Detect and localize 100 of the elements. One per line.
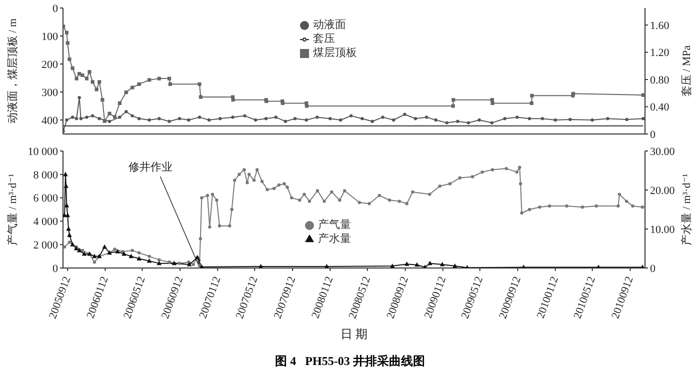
point (67, 232, 72, 238)
point (108, 112, 112, 116)
point (434, 118, 438, 122)
x-axis-title: 日 期 (340, 327, 368, 341)
y-tick-label: 8 000 (33, 169, 58, 182)
point (451, 104, 455, 108)
point (130, 114, 134, 118)
point (136, 256, 142, 260)
y-tick-label: 0 (52, 262, 58, 275)
point (178, 117, 182, 120)
point (392, 118, 396, 122)
y2-tick-label: 1.60 (650, 20, 670, 32)
point (79, 117, 82, 120)
point (428, 260, 432, 266)
point (258, 264, 264, 268)
legend-label: 煤层顶板 (313, 47, 357, 59)
point (414, 117, 418, 120)
point (157, 76, 161, 80)
point (390, 263, 395, 268)
y-tick-label: 200 (42, 58, 58, 71)
point (68, 57, 72, 62)
point (66, 226, 71, 231)
point (360, 117, 364, 120)
point (168, 120, 171, 123)
point (98, 117, 101, 120)
point (404, 262, 410, 266)
point (606, 117, 610, 120)
point (102, 119, 106, 123)
point (118, 101, 122, 105)
point (445, 121, 448, 124)
legend-label: 产气量 (318, 219, 351, 231)
point (85, 116, 88, 119)
y-axis-title: 动液面，煤层顶板 / m (6, 18, 19, 124)
point (642, 117, 645, 120)
y2-tick-label: 0 (650, 128, 656, 141)
point (158, 117, 161, 120)
legend-label: 动液面 (313, 19, 346, 31)
point (128, 254, 134, 258)
point (316, 116, 319, 119)
y2-tick-label: 30.00 (650, 146, 676, 158)
point (339, 118, 342, 122)
point (100, 98, 104, 102)
point (503, 117, 506, 120)
point (90, 114, 94, 118)
y2-tick-label: 1.20 (650, 47, 670, 60)
annotation: 修井作业 (128, 160, 172, 174)
y2-tick-label: 10.00 (650, 224, 676, 236)
point (625, 118, 628, 122)
point (122, 251, 126, 256)
point (118, 116, 122, 119)
point (74, 76, 78, 80)
point (207, 118, 211, 122)
point (274, 116, 278, 119)
point (167, 76, 172, 80)
text: 图 4 PH55-03 井排采曲线图 (274, 353, 426, 370)
point (70, 66, 74, 70)
point (231, 98, 235, 102)
point (254, 118, 258, 122)
point (156, 260, 162, 266)
point (304, 118, 308, 122)
point (137, 82, 141, 86)
point (78, 96, 81, 100)
point (530, 94, 534, 98)
point (82, 251, 87, 256)
point (65, 118, 68, 122)
point (218, 117, 222, 120)
y2-tick-label: 0 (650, 262, 656, 275)
point (293, 117, 297, 120)
point (324, 264, 330, 268)
point (264, 117, 268, 120)
y-axis-title: 产气量 / m³·d⁻¹ (6, 174, 19, 246)
y-tick-label: 100 (42, 30, 58, 43)
y-tick-label: 2 000 (33, 240, 58, 252)
point (590, 118, 594, 122)
point (64, 30, 68, 34)
point (80, 73, 84, 77)
legend-label: 套压 (313, 33, 335, 45)
point (528, 117, 532, 120)
point (90, 80, 94, 84)
point (130, 86, 134, 90)
legend-label: 产水量 (318, 233, 351, 245)
y-tick-label: 400 (42, 114, 58, 127)
point (381, 116, 384, 119)
point (76, 248, 82, 252)
y2-tick-label: 20.00 (650, 184, 676, 197)
y-tick-label: 300 (42, 86, 58, 99)
point (349, 114, 353, 118)
point (74, 117, 78, 120)
point (186, 262, 192, 266)
point (456, 120, 460, 123)
point (540, 117, 544, 120)
point (478, 118, 481, 122)
point (115, 249, 120, 254)
point (88, 70, 92, 74)
point (440, 262, 445, 266)
point (568, 118, 572, 122)
point (490, 101, 494, 105)
point (490, 98, 494, 102)
point (70, 242, 75, 246)
point (70, 116, 74, 119)
